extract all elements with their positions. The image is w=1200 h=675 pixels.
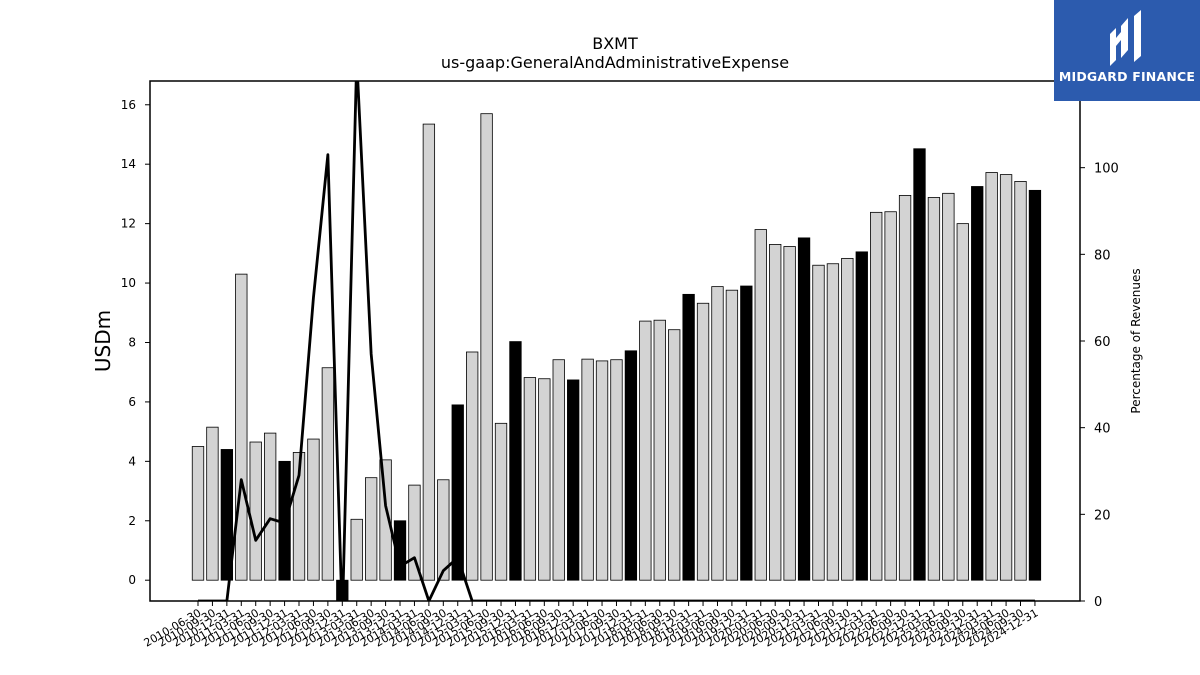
y2-axis-label: Percentage of Revenues <box>1129 268 1143 413</box>
bar <box>263 432 277 581</box>
bar <box>999 174 1013 581</box>
chart-title: BXMT <box>592 34 638 53</box>
bar <box>307 438 320 581</box>
bar <box>494 422 508 581</box>
bar <box>956 223 969 581</box>
bar <box>898 194 912 581</box>
bar <box>292 452 306 581</box>
bar <box>1028 189 1042 581</box>
y-tick-label: 12 <box>121 217 136 231</box>
y-tick-label: 6 <box>128 395 136 409</box>
bar <box>870 211 883 581</box>
bar <box>191 446 205 581</box>
y2-tick-label: 0 <box>1094 595 1102 610</box>
bar <box>365 477 378 581</box>
bar <box>913 148 926 581</box>
bar <box>927 197 941 581</box>
bar <box>696 302 710 581</box>
logo-text: MIDGARD FINANCE <box>1058 69 1196 84</box>
bar <box>466 351 479 581</box>
bar <box>754 229 767 581</box>
bar <box>812 264 825 581</box>
bars <box>191 113 1042 602</box>
y-tick-label: 0 <box>128 573 136 587</box>
x-axis: 2010-06-302010-09-302010-12-312011-03-31… <box>142 601 1040 650</box>
bar <box>841 257 854 581</box>
y2-tick-label: 100 <box>1094 162 1119 177</box>
y2-tick-label: 40 <box>1094 422 1111 437</box>
bar <box>884 211 897 581</box>
y-axis-right: 0 20 40 60 80 100 <box>1080 162 1119 610</box>
y2-tick-label: 60 <box>1094 335 1111 350</box>
chart-subtitle: us-gaap:GeneralAndAdministrativeExpense <box>441 53 789 72</box>
bar <box>639 320 652 581</box>
bar <box>971 186 984 581</box>
y-tick-label: 16 <box>121 98 136 112</box>
bar <box>437 479 450 581</box>
bar <box>523 377 537 581</box>
bar <box>249 441 262 581</box>
bar <box>855 251 868 581</box>
bar <box>509 341 522 581</box>
bar <box>321 367 335 581</box>
bar <box>220 449 234 581</box>
line-path <box>198 81 1035 601</box>
y-tick-label: 8 <box>128 335 136 349</box>
y-tick-label: 4 <box>128 454 136 468</box>
bar <box>581 358 594 581</box>
bar <box>422 123 436 581</box>
bar <box>552 359 565 581</box>
bar <box>624 350 638 581</box>
bar <box>1014 181 1027 581</box>
bar <box>797 237 811 581</box>
bar <box>668 329 681 581</box>
bar <box>235 273 248 581</box>
y-tick-label: 2 <box>128 514 136 528</box>
bar <box>826 263 840 581</box>
bar <box>769 244 782 581</box>
y-axis-label: USDm <box>91 310 115 372</box>
bar <box>610 359 623 581</box>
bar <box>653 319 666 581</box>
bar <box>985 172 998 581</box>
bar <box>595 360 609 581</box>
bar <box>538 378 551 581</box>
bar <box>725 289 739 581</box>
bar <box>942 192 955 581</box>
y2-tick-label: 20 <box>1094 508 1111 523</box>
y2-tick-label: 80 <box>1094 248 1111 263</box>
bar <box>379 459 392 581</box>
y-axis-left: 0 2 4 6 8 10 12 14 16 <box>121 98 150 587</box>
bar <box>740 285 753 581</box>
line-series <box>198 81 1035 601</box>
bar <box>350 518 363 581</box>
bar <box>206 426 219 581</box>
y-tick-label: 10 <box>121 276 136 290</box>
bar <box>711 286 724 581</box>
bar <box>451 404 464 581</box>
bar <box>480 113 493 581</box>
logo-mark-icon <box>1110 10 1141 66</box>
bar <box>783 246 796 581</box>
bar <box>408 484 421 581</box>
brand-logo: MIDGARD FINANCE <box>1054 0 1200 101</box>
bar <box>682 293 695 581</box>
bar <box>567 379 580 581</box>
y-tick-label: 14 <box>121 157 136 171</box>
bar <box>393 520 407 581</box>
